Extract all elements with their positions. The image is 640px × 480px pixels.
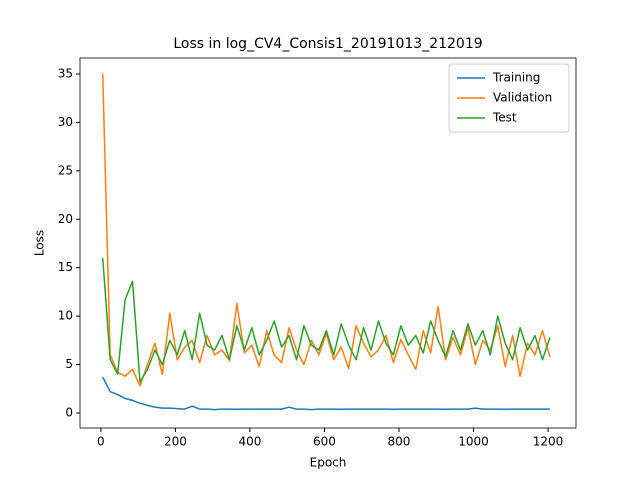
y-tick-label: 35 [58,66,73,80]
line-series [101,257,551,383]
y-axis-label: Loss [33,230,47,256]
x-tick-label: 200 [164,435,187,449]
y-tick-label: 20 [58,212,73,226]
x-tick-label: 800 [388,435,411,449]
legend-label: Test [492,111,517,125]
y-tick-label: 25 [58,163,73,177]
y-tick-label: 10 [58,309,73,323]
x-tick-label: 600 [313,435,336,449]
x-tick-label: 0 [97,435,105,449]
y-tick-label: 15 [58,260,73,274]
x-axis-label: Epoch [310,456,347,470]
x-tick-label: 1000 [458,435,489,449]
legend-box [448,63,570,133]
line-series [102,376,550,411]
y-tick-label: 0 [65,405,73,419]
line-series [101,73,551,387]
x-tick-label: 400 [238,435,261,449]
x-tick-label: 1200 [533,435,564,449]
y-tick-label: 30 [58,115,73,129]
plot-frame [79,57,577,429]
y-tick-label: 5 [65,357,73,371]
legend-label: Training [492,71,540,85]
chart-title: Loss in log_CV4_Consis1_20191013_212019 [173,36,482,52]
legend-label: Validation [493,91,552,105]
